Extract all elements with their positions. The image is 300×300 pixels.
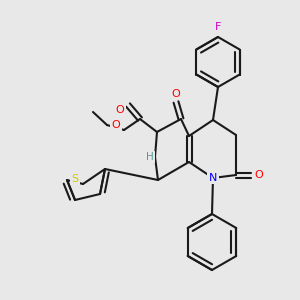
Text: H: H (146, 152, 154, 162)
Text: N: N (209, 173, 217, 183)
Text: O: O (255, 170, 263, 180)
Text: O: O (112, 120, 120, 130)
Text: F: F (215, 22, 221, 32)
Text: O: O (172, 89, 180, 99)
Text: S: S (71, 174, 79, 184)
Text: O: O (116, 105, 124, 115)
